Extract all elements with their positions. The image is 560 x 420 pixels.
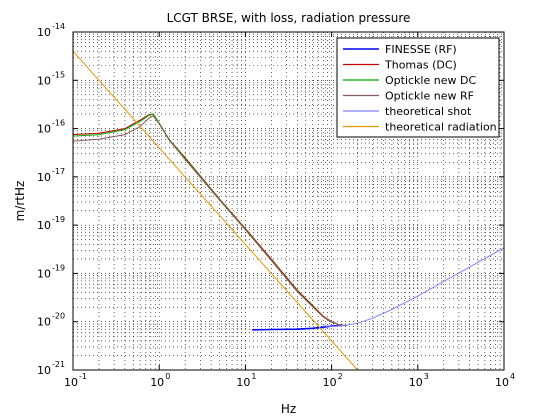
y-tick-label: 10 bbox=[37, 26, 51, 39]
y-tick-label: 10 bbox=[37, 219, 51, 232]
y-tick-exponent: -19 bbox=[52, 215, 65, 224]
x-tick-exponent: 3 bbox=[424, 372, 429, 381]
y-tick-label: 10 bbox=[37, 171, 51, 184]
x-tick-label: 10 bbox=[323, 376, 337, 389]
x-tick-label: 10 bbox=[236, 376, 250, 389]
x-tick-exponent: 1 bbox=[251, 372, 256, 381]
legend-entry: Optickle new RF bbox=[385, 90, 474, 103]
y-tick-exponent: -20 bbox=[52, 312, 65, 321]
y-tick-label: 10 bbox=[37, 364, 51, 377]
mask-bottom bbox=[0, 370, 560, 420]
y-tick-label: 10 bbox=[37, 267, 51, 280]
mask-top bbox=[0, 0, 560, 32]
chart-title: LCGT BRSE, with loss, radiation pressure bbox=[167, 11, 411, 25]
y-tick-exponent: -21 bbox=[52, 360, 65, 369]
legend-entry: Thomas (DC) bbox=[384, 59, 457, 72]
x-tick-exponent: 4 bbox=[510, 372, 515, 381]
x-tick-label: 10 bbox=[64, 376, 78, 389]
y-tick-exponent: -14 bbox=[52, 22, 65, 31]
x-tick-label: 10 bbox=[150, 376, 164, 389]
x-axis-label: Hz bbox=[281, 402, 296, 416]
x-tick-exponent: 2 bbox=[338, 372, 343, 381]
legend-entry: theoretical shot bbox=[385, 105, 472, 118]
legend-entry: Optickle new DC bbox=[385, 74, 476, 87]
series-group bbox=[72, 50, 505, 371]
y-tick-label: 10 bbox=[37, 123, 51, 136]
series-line-5 bbox=[323, 247, 505, 327]
y-tick-exponent: -15 bbox=[52, 70, 65, 79]
y-tick-exponent: -16 bbox=[52, 119, 65, 128]
legend: FINESSE (RF) Thomas (DC) Optickle new DC Op… bbox=[336, 37, 500, 138]
x-tick-label: 10 bbox=[409, 376, 423, 389]
y-axis-label: m/rtHz bbox=[13, 181, 27, 222]
y-tick-exponent: -19 bbox=[52, 263, 65, 272]
series-line-4 bbox=[72, 115, 347, 327]
legend-entry: theoretical radiation bbox=[385, 121, 497, 134]
axes-border bbox=[72, 31, 505, 371]
legend-entry: FINESSE (RF) bbox=[385, 43, 457, 56]
y-tick-exponent: -17 bbox=[52, 167, 65, 176]
x-tick-label: 10 bbox=[495, 376, 509, 389]
y-tick-label: 10 bbox=[37, 316, 51, 329]
x-tick-exponent: -1 bbox=[79, 372, 87, 381]
y-tick-label: 10 bbox=[37, 74, 51, 87]
legend-box bbox=[336, 37, 500, 138]
x-tick-exponent: 0 bbox=[165, 372, 170, 381]
series-line-6 bbox=[72, 50, 358, 371]
